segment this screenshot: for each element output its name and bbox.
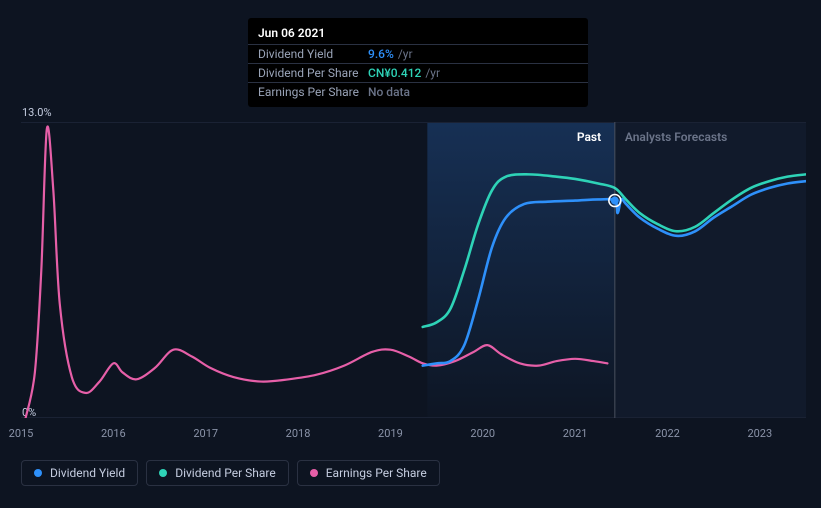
legend-item-label: Earnings Per Share — [326, 466, 427, 480]
tooltip-row-label: Dividend Per Share — [258, 66, 368, 80]
x-tick-label: 2018 — [286, 427, 311, 440]
x-tick-label: 2023 — [747, 427, 772, 440]
legend-item[interactable]: Dividend Per Share — [146, 460, 289, 486]
tooltip-row: Dividend Yield 9.6% /yr — [248, 44, 588, 63]
legend: Dividend Yield Dividend Per Share Earnin… — [21, 460, 440, 486]
tooltip-row-suffix: /yr — [398, 47, 413, 61]
y-max-label: 13.0% — [22, 106, 52, 119]
x-tick-label: 2021 — [563, 427, 588, 440]
x-tick-label: 2016 — [101, 427, 126, 440]
legend-dot-icon — [310, 469, 318, 477]
tooltip-row-label: Dividend Yield — [258, 47, 368, 61]
tooltip-row-value: 9.6% — [368, 47, 394, 61]
x-tick-label: 2020 — [470, 427, 495, 440]
chart-area: Past Analysts Forecasts — [21, 122, 806, 418]
chart-tooltip: Jun 06 2021 Dividend Yield 9.6% /yrDivid… — [248, 18, 588, 107]
x-tick-label: 2017 — [193, 427, 218, 440]
legend-item[interactable]: Earnings Per Share — [297, 460, 440, 486]
x-axis-labels: 201520162017201820192020202120222023 — [21, 427, 806, 443]
line-chart — [21, 122, 806, 418]
tooltip-row-value: No data — [368, 85, 410, 99]
tooltip-date: Jun 06 2021 — [248, 24, 588, 44]
legend-dot-icon — [159, 469, 167, 477]
past-zone-label: Past — [577, 130, 601, 144]
x-tick-label: 2022 — [655, 427, 680, 440]
tooltip-row-value: CN¥0.412 — [368, 66, 421, 80]
x-tick-label: 2019 — [378, 427, 403, 440]
forecast-zone-label: Analysts Forecasts — [625, 130, 727, 144]
tooltip-row: Dividend Per Share CN¥0.412 /yr — [248, 63, 588, 82]
legend-item[interactable]: Dividend Yield — [21, 460, 138, 486]
tooltip-row: Earnings Per Share No data — [248, 82, 588, 101]
tooltip-row-label: Earnings Per Share — [258, 85, 368, 99]
legend-item-label: Dividend Per Share — [175, 466, 276, 480]
legend-dot-icon — [34, 469, 42, 477]
legend-item-label: Dividend Yield — [50, 466, 125, 480]
x-tick-label: 2015 — [9, 427, 34, 440]
tooltip-row-suffix: /yr — [425, 66, 440, 80]
